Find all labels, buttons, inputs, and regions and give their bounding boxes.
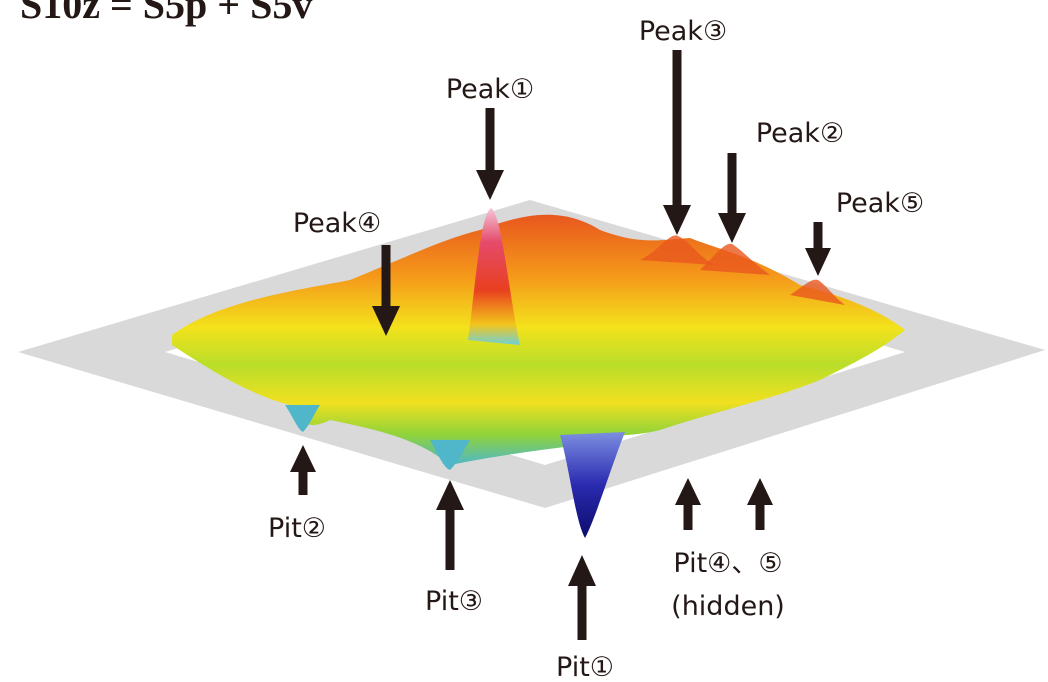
peak-label: Peak② [756, 118, 844, 149]
pit-note: (hidden) [671, 591, 785, 622]
peak-label: Peak④ [293, 208, 381, 239]
peak-label: Peak① [446, 74, 534, 105]
title: S10z = S5p + S5v [20, 0, 312, 27]
peak-label: Peak③ [639, 16, 727, 47]
pit-label: Pit① [556, 652, 614, 682]
surface [172, 208, 905, 538]
pit-label: Pit③ [425, 586, 483, 617]
pit-label: Pit② [268, 513, 326, 544]
arrows [290, 50, 831, 640]
pit-label: Pit④、⑤ [673, 548, 782, 579]
peak-label: Peak⑤ [836, 188, 924, 219]
labels: Peak① Peak② Peak③ Peak④ Peak⑤ Pit① Pit② … [268, 16, 924, 682]
